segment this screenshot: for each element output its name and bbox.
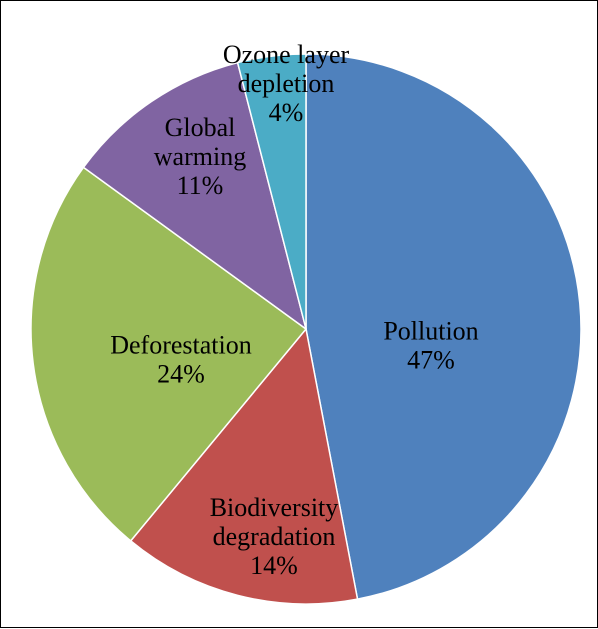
slice-label-pollution: Pollution 47% [383, 317, 478, 375]
pie-slice-biodiversity-degradation [129, 327, 359, 605]
pie-labels: Pollution 47% Biodiversity degradation 14% De… [110, 40, 478, 580]
slice-label-line: Pollution [383, 317, 478, 346]
slice-label-line: Deforestation [110, 331, 252, 360]
slice-label-line: depletion [238, 69, 335, 98]
pie-slice-global-warming [82, 61, 308, 331]
pie-slice-deforestation [30, 166, 308, 542]
slice-label-line: Global [165, 113, 236, 142]
pie-slice-pollution [305, 53, 582, 601]
slice-label-deforestation: Deforestation 24% [110, 331, 252, 389]
slice-label-line: 47% [407, 346, 455, 375]
slice-label-line: 4% [269, 98, 304, 127]
slice-label-line: degradation [213, 522, 336, 551]
slice-label-line: Ozone layer [223, 40, 350, 69]
slice-label-ozone-layer-depletion: Ozone layer depletion 4% [223, 40, 350, 127]
pie-slice-ozone-layer-depletion [236, 53, 307, 330]
slice-label-line: 24% [157, 360, 205, 389]
slice-label-line: 11% [177, 171, 224, 200]
slice-label-global-warming: Global warming 11% [154, 113, 246, 200]
slice-label-biodiversity-degradation: Biodiversity degradation 14% [210, 493, 339, 580]
slice-label-line: Biodiversity [210, 493, 339, 522]
pie-slices [30, 53, 582, 605]
slice-label-line: warming [154, 142, 246, 171]
slice-label-line: 14% [250, 551, 298, 580]
